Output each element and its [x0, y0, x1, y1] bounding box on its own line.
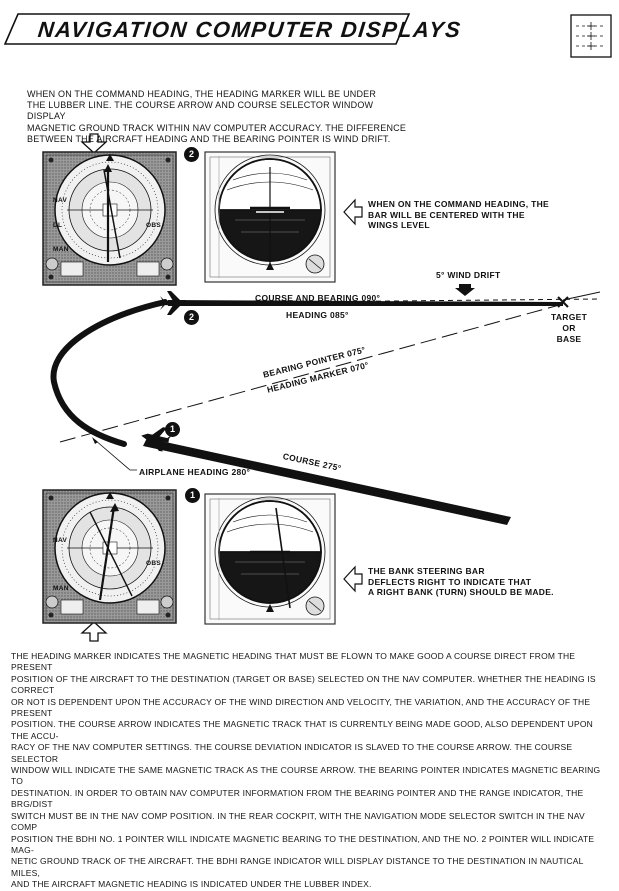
body-line: POSITION. THE COURSE ARROW INDICATES THE…	[11, 719, 593, 741]
marker-1-path: 1	[165, 422, 180, 437]
target-label: TARGET OR BASE	[551, 312, 587, 345]
callout-line: A RIGHT BANK (TURN) SHOULD BE MADE.	[368, 587, 554, 597]
callout-line: DEFLECTS RIGHT TO INDICATE THAT	[368, 576, 532, 587]
course-090-track	[168, 300, 563, 306]
page-index-box	[570, 14, 612, 58]
navigation-diagram	[42, 133, 601, 642]
course-bearing-label: COURSE AND BEARING 090°	[255, 293, 381, 303]
flight-path-curve	[50, 299, 168, 447]
bdhi-instrument-bottom	[42, 489, 177, 624]
callout-line: THE BANK STEERING BAR	[368, 566, 485, 576]
target-line: TARGET	[551, 312, 588, 322]
intro-line: MAGNETIC GROUND TRACK WITHIN NAV COMPUTE…	[27, 122, 407, 133]
intro-line: BETWEEN THE AIRCRAFT HEADING AND THE BEA…	[27, 133, 391, 144]
marker-2-top: 2	[184, 147, 199, 162]
man-label: MAN	[53, 585, 69, 592]
up-arrow-icon	[80, 621, 108, 642]
aircraft-icon-2	[160, 291, 191, 315]
obs-label: OBS	[146, 560, 161, 567]
bearing-line-090	[186, 298, 601, 304]
left-arrow-icon	[343, 198, 363, 226]
body-line: SWITCH MUST BE IN THE NAV COMP POSITION.…	[11, 810, 585, 833]
title-banner	[4, 13, 410, 45]
target-line-extension	[562, 291, 601, 301]
intro-line: WHEN ON THE COMMAND HEADING, THE HEADING…	[27, 89, 377, 99]
callout-line: BAR WILL BE CENTERED WITH THE	[368, 209, 525, 220]
body-paragraph: THE HEADING MARKER INDICATES THE MAGNETI…	[11, 651, 611, 891]
nav-label: NAV	[53, 537, 68, 544]
adi-instrument-bottom	[204, 493, 336, 625]
bdhi-top-needles	[103, 164, 121, 262]
intro-paragraph: WHEN ON THE COMMAND HEADING, THE HEADING…	[27, 89, 407, 145]
body-line: RACY OF THE NAV COMPUTER SETTINGS. THE C…	[11, 742, 573, 764]
body-line: THE HEADING MARKER INDICATES THE MAGNETI…	[11, 651, 576, 673]
target-x-icon	[557, 296, 569, 308]
man-label: MAN	[53, 246, 69, 253]
adi-top-steering-bar	[250, 167, 290, 266]
course-275-track	[143, 438, 511, 525]
body-line: POSITION THE BDHI NO. 1 POINTER WILL IND…	[11, 833, 595, 855]
target-line: OR	[562, 323, 576, 333]
target-line: BASE	[556, 334, 582, 344]
marker-1-bottom: 1	[185, 488, 200, 503]
airplane-heading-leader	[94, 439, 137, 471]
aircraft-icon-1	[141, 427, 173, 452]
nav-label: NAV	[53, 197, 68, 204]
dl-label: DL	[53, 222, 63, 229]
callout-top: WHEN ON THE COMMAND HEADING, THE BAR WIL…	[368, 199, 549, 231]
callout-line: WINGS LEVEL	[368, 220, 430, 230]
body-line: OR NOT IS DEPENDENT UPON THE ACCURACY OF…	[11, 696, 591, 719]
obs-label: OBS	[146, 222, 161, 229]
heading-085-label: HEADING 085°	[286, 310, 349, 320]
marker-2-path: 2	[184, 310, 199, 325]
left-arrow-icon	[343, 565, 363, 593]
body-line: AND THE AIRCRAFT MAGNETIC HEADING IS IND…	[11, 879, 372, 890]
body-line: NETIC GROUND TRACK OF THE AIRCRAFT. THE …	[11, 856, 584, 878]
body-line: POSITION OF THE AIRCRAFT TO THE DESTINAT…	[11, 673, 596, 696]
intro-line: THE LUBBER LINE. THE COURSE ARROW AND CO…	[27, 100, 374, 122]
body-line: DESTINATION. IN ORDER TO OBTAIN NAV COMP…	[11, 787, 584, 810]
bdhi-bottom-needles	[89, 503, 133, 601]
wind-drift-label: 5° WIND DRIFT	[436, 270, 501, 280]
body-line: WINDOW WILL INDICATE THE SAME MAGNETIC T…	[11, 765, 601, 787]
wind-arrow-icon	[455, 284, 475, 296]
down-arrow-icon	[80, 133, 108, 154]
callout-bottom: THE BANK STEERING BAR DEFLECTS RIGHT TO …	[368, 566, 554, 598]
callout-line: WHEN ON THE COMMAND HEADING, THE	[368, 199, 550, 209]
airplane-heading-label: AIRPLANE HEADING 280°	[139, 467, 251, 477]
adi-bottom-steering-bar	[250, 507, 291, 609]
